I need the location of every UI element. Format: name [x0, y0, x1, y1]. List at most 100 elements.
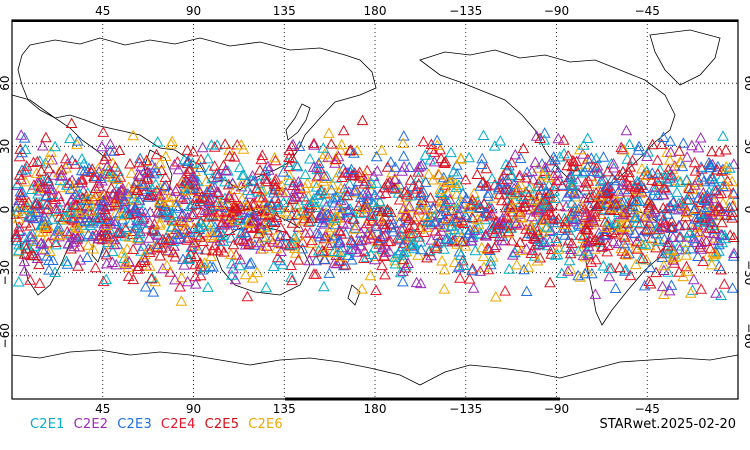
observation-triangle — [336, 171, 348, 182]
observation-triangle — [127, 129, 140, 141]
observation-triangle — [72, 260, 84, 271]
observation-triangle — [424, 191, 437, 203]
observation-triangle — [121, 243, 134, 254]
observation-triangle — [251, 186, 264, 197]
observation-triangle — [303, 202, 316, 213]
observation-triangle — [707, 234, 720, 245]
observation-triangle — [357, 252, 370, 263]
observation-triangle — [139, 248, 151, 260]
observation-triangle — [397, 130, 410, 141]
observation-triangle — [536, 168, 549, 180]
observation-triangle — [219, 138, 231, 149]
legend-item-c2e2: C2E2 — [73, 417, 109, 432]
observation-triangle — [238, 226, 251, 238]
observation-triangle — [553, 199, 566, 211]
observation-triangle — [622, 224, 635, 235]
observation-triangle — [467, 282, 480, 293]
observation-triangle — [143, 260, 156, 271]
observation-triangle — [445, 146, 457, 158]
observation-triangle — [623, 138, 636, 149]
observation-triangle — [663, 284, 676, 296]
observation-triangle — [189, 278, 202, 289]
observation-triangle — [42, 236, 55, 248]
observation-triangle — [290, 191, 302, 202]
observation-triangle — [717, 130, 729, 141]
observation-triangle — [265, 197, 278, 209]
observation-triangle — [135, 245, 147, 256]
observation-triangle — [38, 210, 51, 222]
observation-triangle — [723, 162, 736, 173]
observation-triangle — [234, 253, 247, 265]
observation-triangle — [562, 149, 574, 161]
observation-triangle — [510, 258, 523, 270]
observation-triangle — [107, 171, 119, 183]
observation-triangle — [325, 210, 338, 221]
observation-triangle — [333, 202, 346, 214]
observation-triangle — [428, 155, 441, 167]
observation-triangle — [40, 131, 52, 143]
observation-triangle — [283, 144, 296, 156]
observation-triangle — [166, 190, 179, 202]
observation-triangle — [709, 205, 721, 217]
observation-triangle — [690, 203, 703, 214]
observation-triangle — [414, 160, 427, 171]
observation-triangle — [386, 166, 398, 178]
observation-triangle — [568, 188, 581, 199]
observation-triangle — [35, 165, 48, 176]
observation-triangle — [718, 178, 731, 189]
observation-triangle — [16, 186, 29, 198]
observation-triangle — [719, 164, 732, 176]
observation-triangle — [16, 191, 29, 203]
observation-triangle — [46, 213, 58, 224]
observation-triangle — [257, 242, 270, 254]
observation-triangle — [353, 235, 365, 246]
observation-triangle — [241, 290, 254, 302]
observation-triangle — [181, 184, 193, 196]
observation-triangle — [724, 229, 737, 240]
observation-triangle — [596, 174, 608, 186]
observation-triangle — [233, 161, 246, 173]
observation-triangle — [304, 152, 316, 164]
observation-triangle — [640, 165, 653, 176]
observation-triangle — [599, 195, 612, 207]
observation-triangle — [274, 221, 287, 233]
observation-triangle — [354, 207, 366, 218]
observation-triangle — [375, 144, 388, 155]
observation-triangle — [434, 186, 447, 197]
observation-triangle — [655, 171, 668, 183]
observation-triangle — [162, 191, 175, 203]
observation-triangle — [389, 254, 401, 266]
observation-triangle — [455, 202, 467, 213]
date-stamp: STARwet.2025-02-20 — [599, 417, 736, 432]
observation-triangle — [559, 215, 572, 227]
observation-triangle — [406, 238, 419, 249]
observation-triangle — [311, 170, 323, 182]
bottom-lon-label: −135 — [449, 402, 482, 416]
observation-triangle — [19, 175, 32, 187]
observation-triangle — [474, 180, 487, 191]
observation-triangle — [585, 256, 598, 267]
observation-triangle — [13, 244, 25, 256]
observation-triangle — [457, 217, 470, 228]
observation-triangle — [475, 241, 488, 253]
observation-markers — [10, 114, 740, 306]
observation-triangle — [61, 225, 74, 237]
observation-triangle — [52, 190, 65, 201]
observation-triangle — [107, 215, 120, 226]
observation-triangle — [695, 283, 708, 294]
observation-triangle — [182, 253, 194, 264]
observation-triangle — [122, 181, 135, 192]
observation-triangle — [577, 249, 590, 261]
observation-triangle — [403, 161, 416, 172]
observation-triangle — [198, 257, 211, 268]
observation-triangle — [621, 178, 634, 189]
observation-triangle — [519, 200, 532, 212]
observation-triangle — [189, 198, 202, 210]
observation-triangle — [334, 182, 347, 193]
observation-triangle — [129, 203, 142, 214]
observation-triangle — [613, 261, 626, 273]
observation-triangle — [621, 185, 634, 197]
observation-triangle — [310, 161, 323, 172]
observation-triangle — [705, 145, 718, 157]
observation-triangle — [110, 258, 123, 270]
